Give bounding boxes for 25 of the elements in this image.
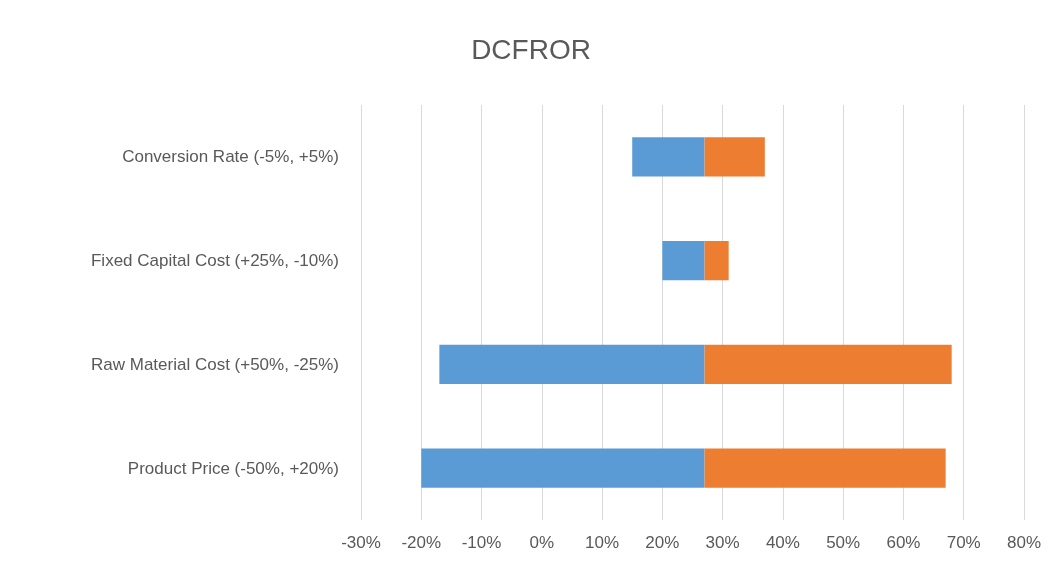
x-tick-label: 60% [886,533,921,552]
y-tick-label: Fixed Capital Cost (+25%, -10%) [90,251,339,271]
x-tick-label: 30% [705,533,740,552]
bar [662,240,705,281]
x-tick-label: 0% [529,533,555,552]
bar [704,137,765,177]
y-tick-label: Conversion Rate (-5%, +5%) [122,147,339,167]
y-tick-label: Raw Material Cost (+50%, -25%) [90,354,339,374]
x-tick-label: 50% [826,533,861,552]
x-tick-label: -20% [401,533,442,552]
bar [632,137,705,177]
x-tick-label: 20% [645,533,680,552]
bar [421,448,705,488]
bar [439,344,705,385]
x-tick-label: 40% [765,533,800,552]
x-tick-label: 10% [585,533,620,552]
bar [704,448,946,488]
bar [704,344,952,385]
y-tick-label: Product Price (-50%, +20%) [127,458,339,478]
chart-title: DCFROR [471,33,591,65]
x-tick-label: 70% [946,533,981,552]
bar [704,240,729,281]
x-tick-label: -30% [341,533,381,552]
x-tick-label: 80% [1006,533,1042,552]
x-tick-label: -10% [461,533,502,552]
